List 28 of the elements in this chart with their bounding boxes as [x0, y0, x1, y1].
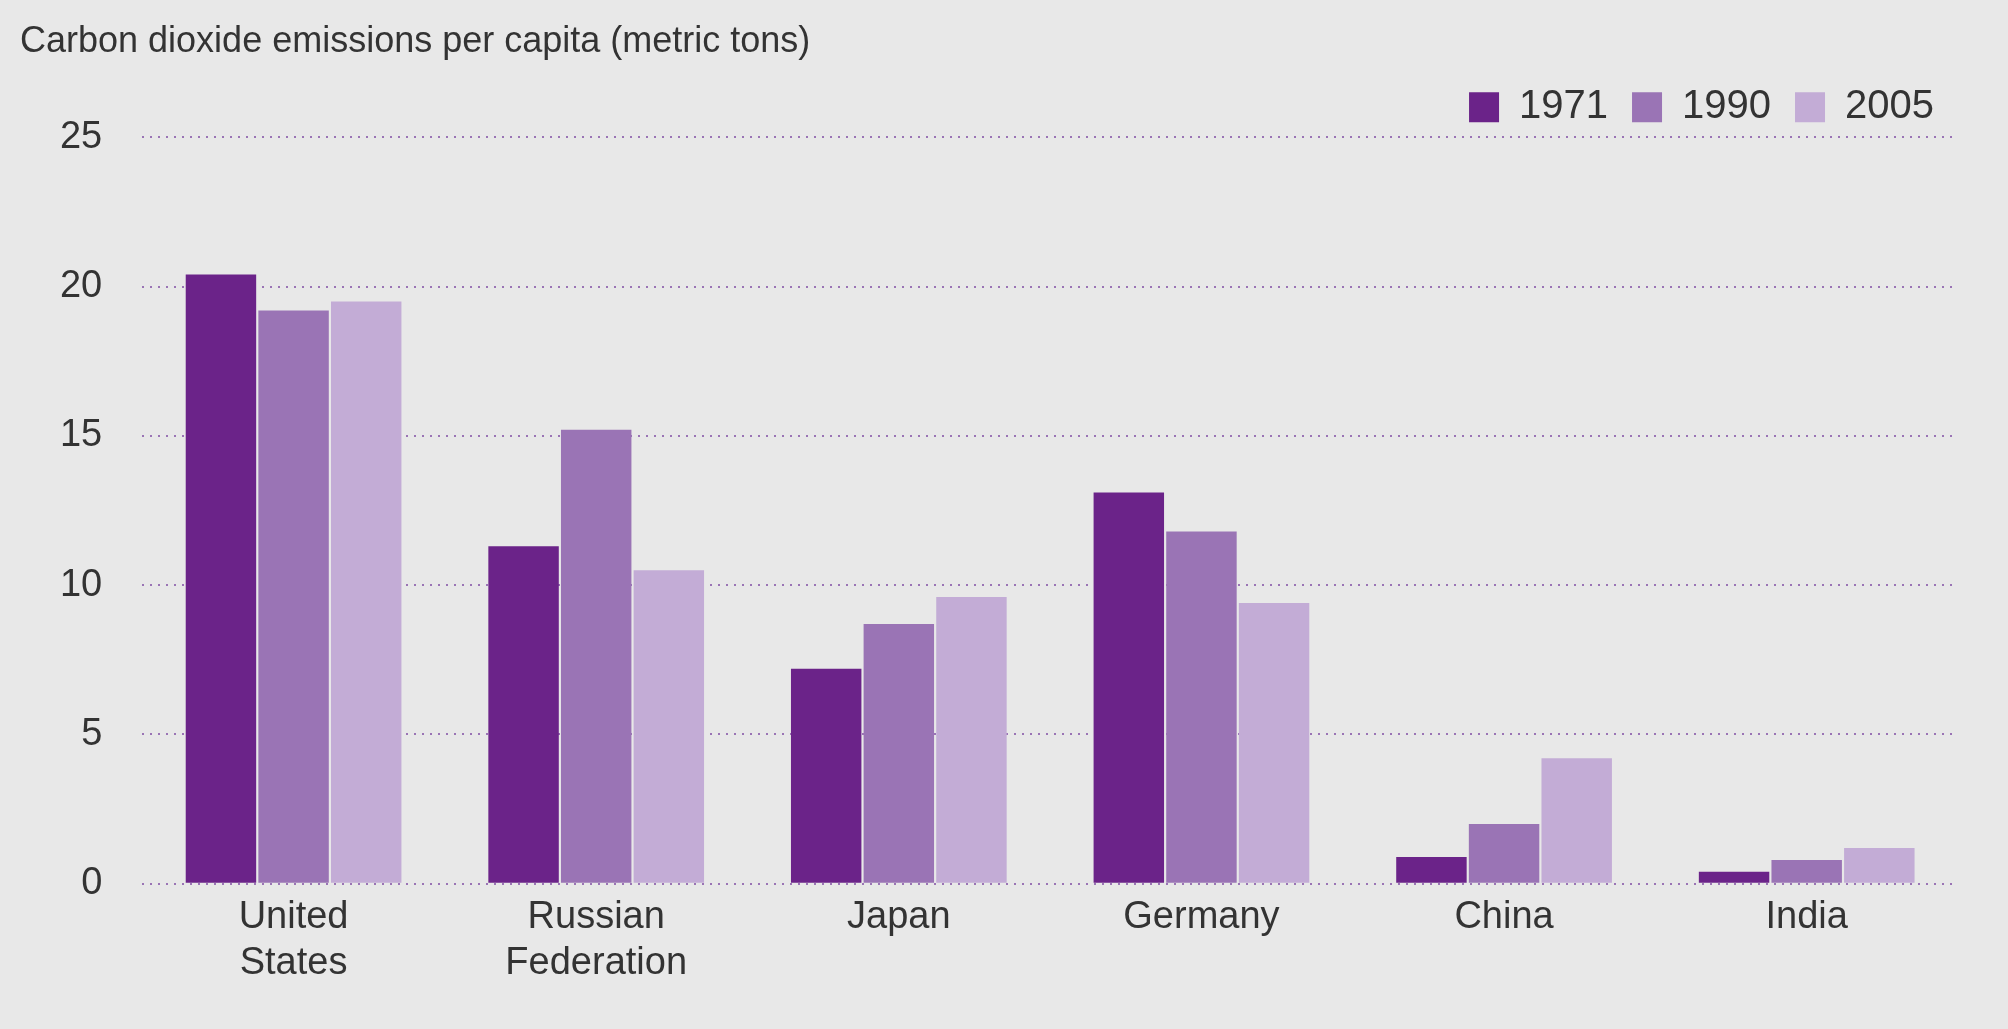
bar: [185, 274, 257, 883]
x-tick-label: Japan: [847, 894, 951, 937]
x-tick-label: Russian Federation: [505, 894, 688, 982]
bar: [1238, 603, 1310, 883]
bar: [330, 301, 402, 883]
bar: [1541, 758, 1612, 883]
bar: [488, 546, 559, 883]
x-tick-label: China: [1454, 894, 1555, 937]
legend-label: 1990: [1682, 82, 1772, 127]
y-tick-label: 25: [59, 113, 103, 156]
x-tick-label: Germany: [1123, 894, 1280, 937]
y-axis-title: Carbon dioxide emissions per capita (metric tons): [20, 18, 811, 60]
y-tick-label: 0: [81, 860, 103, 903]
bar: [1093, 492, 1165, 883]
x-tick-label: United States: [238, 894, 349, 982]
bar: [936, 597, 1007, 883]
bar: [790, 668, 862, 883]
bar: [1698, 871, 1770, 883]
y-tick-label: 10: [59, 561, 103, 604]
x-tick-label: India: [1765, 894, 1849, 937]
y-tick-label: 5: [81, 710, 103, 753]
bar: [633, 570, 705, 883]
legend-label: 2005: [1845, 82, 1934, 127]
y-tick-label: 20: [59, 263, 103, 305]
y-tick-label: 15: [59, 412, 103, 455]
legend-label: 1971: [1519, 82, 1609, 127]
bar: [1844, 847, 1915, 883]
bar: [1396, 856, 1467, 883]
